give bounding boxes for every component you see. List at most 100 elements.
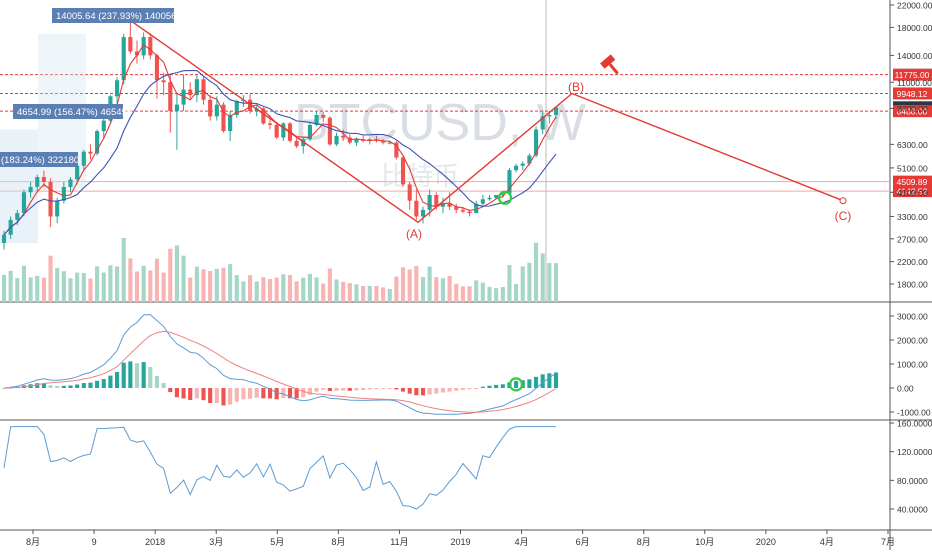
volume-bar xyxy=(188,277,193,302)
macd-histogram-bar xyxy=(394,388,399,390)
candle-body xyxy=(181,89,186,105)
volume-bar xyxy=(41,277,46,302)
macd-histogram-bar xyxy=(281,388,286,398)
candle-body xyxy=(520,163,525,166)
macd-histogram-bar xyxy=(341,388,346,391)
macd-histogram-bar xyxy=(547,373,552,388)
candle-body xyxy=(261,108,266,124)
watermark-sub: 比特币 xyxy=(381,161,459,191)
candle-body xyxy=(474,203,479,214)
volume-bar xyxy=(15,278,20,302)
macd-tick-label: -1000.00 xyxy=(897,408,931,418)
volume-bar xyxy=(454,283,459,302)
candle-body xyxy=(88,151,93,154)
macd-histogram-bar xyxy=(387,388,392,389)
candle-body xyxy=(440,203,446,207)
macd-histogram-bar xyxy=(35,383,40,388)
candle-body xyxy=(141,37,146,56)
candle-body xyxy=(174,104,179,111)
volume-bar xyxy=(467,286,472,302)
macd-histogram-bar xyxy=(128,361,133,388)
macd-histogram-bar xyxy=(334,388,339,391)
macd-histogram-bar xyxy=(321,388,326,390)
price-level-tag-label: 11775.00 xyxy=(895,70,930,80)
macd-histogram-bar xyxy=(267,388,273,399)
macd-histogram-bar xyxy=(354,388,359,391)
time-tick-label: 7月 xyxy=(881,537,895,547)
candle-body xyxy=(354,139,359,143)
candle-body xyxy=(101,120,106,132)
macd-pane xyxy=(1,314,559,415)
macd-histogram-bar xyxy=(254,388,259,398)
volume-bar xyxy=(294,281,299,302)
candle-body xyxy=(494,195,499,198)
macd-histogram-bar xyxy=(367,388,372,390)
candle-body xyxy=(114,80,120,97)
macd-histogram-bar xyxy=(174,388,179,398)
candle-body xyxy=(507,170,512,194)
info-label-2: 4654.99 (156.47%) 465499 xyxy=(13,104,132,119)
volume-bar xyxy=(427,266,432,302)
candle-body xyxy=(281,123,286,138)
volume-bar xyxy=(194,266,199,302)
hammer-icon[interactable] xyxy=(600,54,623,78)
candle-body xyxy=(427,195,432,210)
volume-bar xyxy=(108,265,113,302)
macd-histogram-bar xyxy=(75,384,80,388)
price-tick-label: 22000.00 xyxy=(897,1,932,11)
candle-body xyxy=(194,79,199,96)
candle-body xyxy=(228,114,233,132)
candle-body xyxy=(234,100,239,115)
volume-bar xyxy=(460,286,465,302)
volume-bar xyxy=(494,288,499,302)
macd-histogram-bar xyxy=(68,385,73,388)
volume-bar xyxy=(440,278,446,302)
candle-body xyxy=(81,151,86,166)
info-label-1: 14005.64 (237.93%) 1400564 xyxy=(52,8,182,23)
axes: 22000.00 18000.00 14000.00 11000.00 8700.00 6… xyxy=(26,1,932,548)
price-tick-label: 2200.00 xyxy=(897,257,928,267)
candle-body xyxy=(41,177,46,182)
ma-slow-line xyxy=(3,70,557,236)
time-tick-label: 4月 xyxy=(820,537,834,547)
candle-body xyxy=(168,82,173,111)
price-level-tag-label: 4509.89 xyxy=(897,177,928,187)
candle-body xyxy=(15,213,20,220)
macd-tick-label: 3000.00 xyxy=(897,312,928,322)
time-tick-label: 5月 xyxy=(270,537,284,547)
candle-body xyxy=(294,140,299,147)
macd-histogram-bar xyxy=(474,388,479,389)
volume-bar xyxy=(148,270,153,302)
candle-body xyxy=(454,206,459,210)
volume-bar xyxy=(174,245,179,302)
candle-body xyxy=(407,184,412,201)
rsi-tick-label: 80.0000 xyxy=(897,476,928,486)
volume-bar xyxy=(134,271,140,302)
macd-histogram-bar xyxy=(494,384,499,388)
time-tick-label: 11月 xyxy=(390,537,408,547)
price-level-tag xyxy=(893,87,932,100)
macd-histogram-bar xyxy=(347,388,352,391)
macd-histogram-bar xyxy=(161,383,166,388)
rsi-pane xyxy=(3,426,556,510)
volume-bar xyxy=(221,267,226,302)
candle-body xyxy=(148,37,153,56)
candle-body xyxy=(75,165,80,180)
time-tick-label: 9 xyxy=(92,537,97,547)
volume-bar xyxy=(208,270,213,302)
macd-histogram-bar xyxy=(440,388,446,393)
wave-label-b: (B) xyxy=(568,80,584,94)
price-level-tag xyxy=(893,185,932,198)
candle-body xyxy=(547,114,552,117)
volume-bar xyxy=(214,268,219,302)
macd-histogram-bar xyxy=(434,388,439,394)
candle-body xyxy=(314,114,319,125)
price-level-tag-label: 8488.00 xyxy=(897,107,928,117)
volume-bar xyxy=(55,268,60,302)
time-tick-label: 8月 xyxy=(331,537,345,547)
svg-text:14005.64 (237.93%) 1400564: 14005.64 (237.93%) 1400564 xyxy=(56,11,182,22)
volume-bar xyxy=(553,263,559,302)
macd-signal-line xyxy=(3,330,557,413)
